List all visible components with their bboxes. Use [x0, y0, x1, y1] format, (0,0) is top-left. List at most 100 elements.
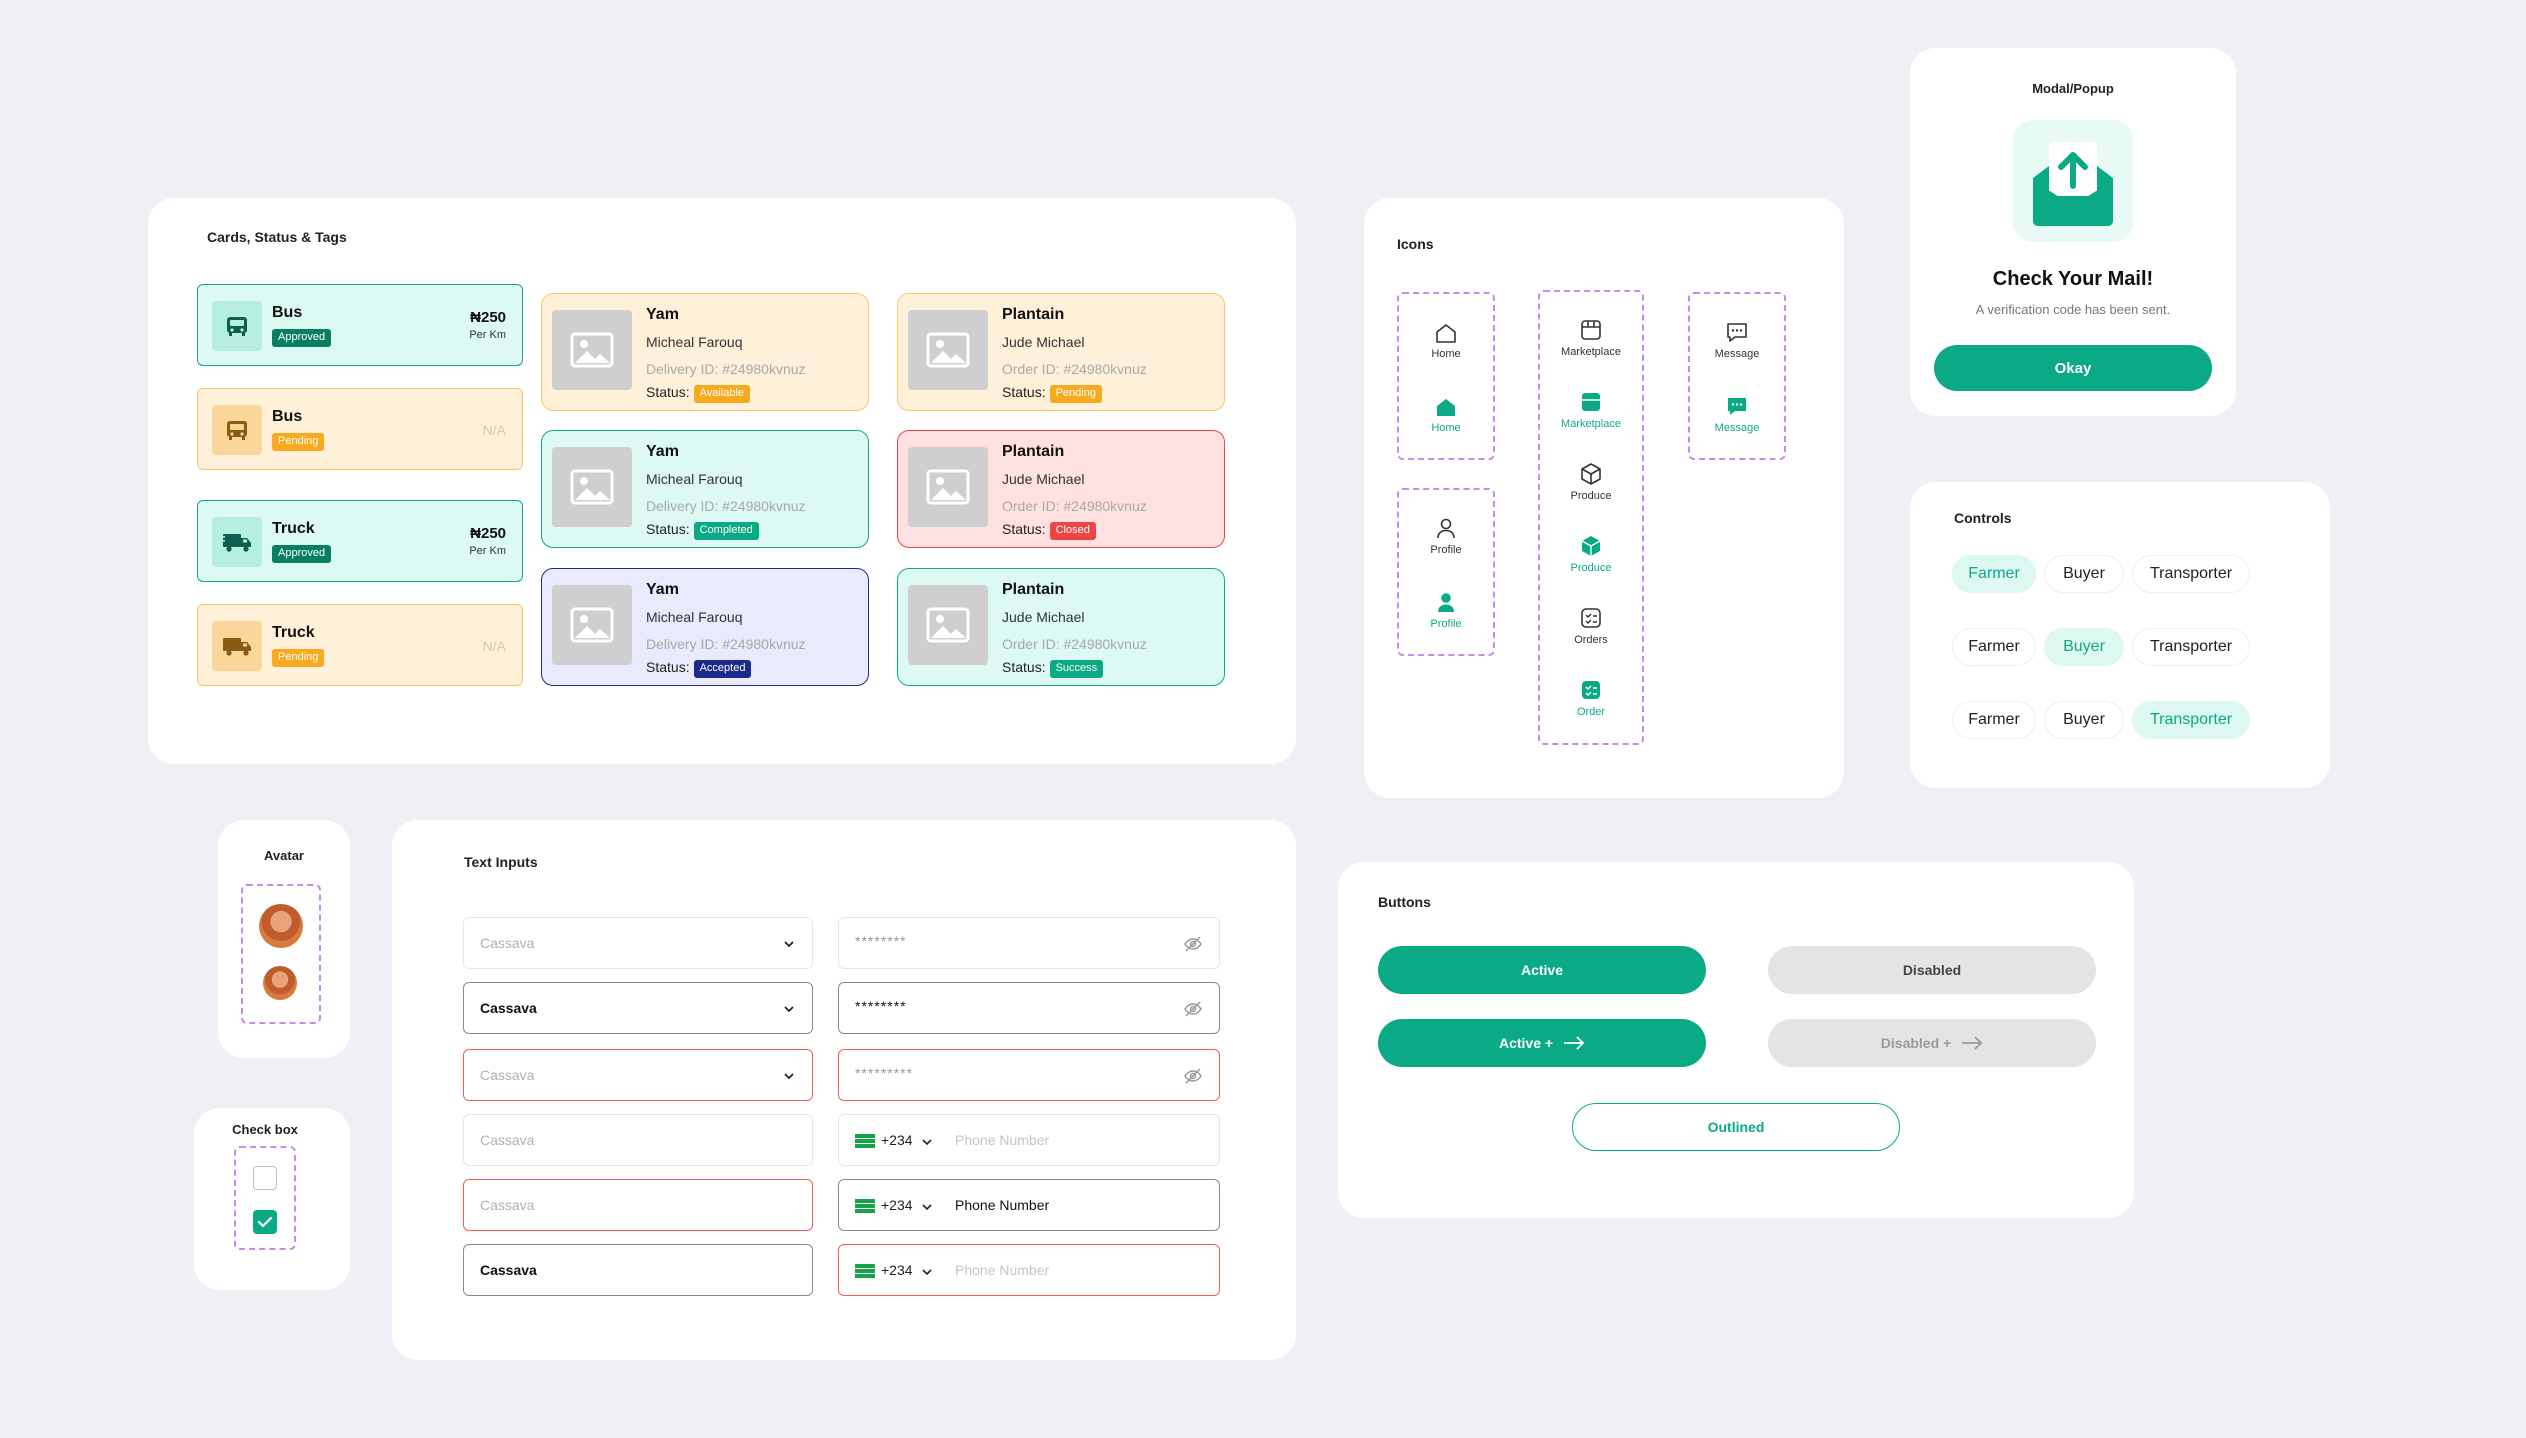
chevron-down-icon: [784, 1073, 794, 1080]
active-arrow-button[interactable]: Active +: [1378, 1019, 1706, 1067]
disabled-arrow-button[interactable]: Disabled +: [1768, 1019, 2096, 1067]
avatar[interactable]: [259, 904, 303, 948]
vehicle-price-unit: Per Km: [469, 545, 506, 557]
text-field[interactable]: Cassava: [463, 1179, 813, 1231]
produce-filled-icon: [1581, 536, 1601, 556]
message-icon-group: [1688, 292, 1786, 460]
text-field[interactable]: Cassava: [463, 1244, 813, 1296]
vehicle-card[interactable]: Bus Pending N/A: [197, 388, 523, 470]
vehicle-card[interactable]: Bus Approved ₦250 Per Km: [197, 284, 523, 366]
modal-panel: Modal/Popup Check Your Mail! A verificat…: [1910, 48, 2236, 416]
phone-placeholder: Phone Number: [955, 1132, 1050, 1148]
checkbox-unchecked[interactable]: [253, 1166, 277, 1190]
product-name: Yam: [646, 443, 679, 460]
marketplace-outline-item[interactable]: Marketplace: [1541, 318, 1641, 358]
buttons-section-title: Buttons: [1378, 894, 1431, 910]
orders-outline-icon: [1581, 608, 1601, 628]
password-field[interactable]: *********: [838, 1049, 1220, 1101]
price-unavailable: N/A: [482, 422, 506, 438]
icons-section-title: Icons: [1397, 236, 1434, 252]
chevron-down-icon: [922, 1204, 932, 1211]
chip-farmer[interactable]: Farmer: [1952, 628, 2036, 666]
vehicle-price: ₦250: [470, 525, 506, 542]
country-code[interactable]: +234: [881, 1262, 913, 1278]
chip-transporter[interactable]: Transporter: [2132, 628, 2250, 666]
vehicle-card[interactable]: Truck Approved ₦250 Per Km: [197, 500, 523, 582]
icon-label: Message: [1714, 348, 1760, 360]
produce-select[interactable]: Cassava: [463, 917, 813, 969]
message-filled-item[interactable]: Message: [1687, 394, 1787, 434]
produce-select[interactable]: Cassava: [463, 982, 813, 1034]
disabled-button[interactable]: Disabled: [1768, 946, 2096, 994]
product-id: Order ID: #24980kvnuz: [1002, 498, 1147, 514]
product-person: Micheal Farouq: [646, 609, 743, 625]
image-placeholder-icon: [552, 585, 632, 665]
product-card[interactable]: Yam Micheal Farouq Delivery ID: #24980kv…: [541, 293, 869, 411]
country-code[interactable]: +234: [881, 1197, 913, 1213]
phone-field[interactable]: +234 Phone Number: [838, 1179, 1220, 1231]
icon-label: Orders: [1574, 634, 1608, 646]
home-outline-item[interactable]: Home: [1396, 322, 1496, 360]
controls-section-title: Controls: [1954, 510, 2012, 526]
password-value: *********: [855, 1065, 914, 1081]
controls-panel: Controls Farmer Buyer Transporter Farmer…: [1910, 482, 2330, 788]
checkmark-icon: [257, 1216, 273, 1228]
profile-filled-icon: [1438, 593, 1454, 612]
text-field[interactable]: Cassava: [463, 1114, 813, 1166]
product-card[interactable]: Plantain Jude Michael Order ID: #24980kv…: [897, 293, 1225, 411]
produce-outline-item[interactable]: Produce: [1541, 462, 1641, 502]
button-label: Disabled +: [1880, 1035, 1952, 1051]
product-id: Delivery ID: #24980kvnuz: [646, 498, 806, 514]
phone-placeholder: Phone Number: [955, 1262, 1050, 1278]
chip-farmer[interactable]: Farmer: [1952, 555, 2036, 593]
phone-field[interactable]: +234 Phone Number: [838, 1114, 1220, 1166]
product-name: Yam: [646, 581, 679, 598]
avatar-small[interactable]: [263, 966, 297, 1000]
text-placeholder: Cassava: [480, 1132, 535, 1148]
produce-select[interactable]: Cassava: [463, 1049, 813, 1101]
icon-label: Home: [1431, 348, 1461, 360]
chip-buyer[interactable]: Buyer: [2044, 701, 2124, 739]
phone-field[interactable]: +234 Phone Number: [838, 1244, 1220, 1296]
profile-outline-icon: [1437, 518, 1455, 539]
product-card[interactable]: Plantain Jude Michael Order ID: #24980kv…: [897, 568, 1225, 686]
chip-transporter[interactable]: Transporter: [2132, 555, 2250, 593]
orders-filled-item[interactable]: Order: [1541, 678, 1641, 718]
marketplace-filled-item[interactable]: Marketplace: [1541, 390, 1641, 430]
product-status: Status: Accepted: [646, 659, 752, 678]
message-outline-item[interactable]: Message: [1687, 320, 1787, 360]
status-tag: Pending: [272, 649, 325, 667]
home-icon-group: [1397, 292, 1495, 460]
okay-button[interactable]: Okay: [1934, 345, 2212, 391]
country-code[interactable]: +234: [881, 1132, 913, 1148]
modal-text: A verification code has been sent.: [1975, 302, 2171, 317]
text-inputs-panel: Text Inputs Cassava Cassava Cassava ****…: [392, 820, 1296, 1360]
orders-outline-item[interactable]: Orders: [1541, 606, 1641, 646]
chip-transporter[interactable]: Transporter: [2132, 701, 2250, 739]
outlined-button[interactable]: Outlined: [1572, 1103, 1900, 1151]
profile-outline-item[interactable]: Profile: [1396, 516, 1496, 556]
vehicle-name: Truck: [272, 624, 315, 641]
produce-outline-icon: [1581, 463, 1601, 485]
select-placeholder: Cassava: [480, 1067, 535, 1083]
vehicle-card[interactable]: Truck Pending N/A: [197, 604, 523, 686]
mail-upload-icon: [2013, 120, 2133, 242]
chip-buyer[interactable]: Buyer: [2044, 555, 2124, 593]
icon-label: Marketplace: [1561, 346, 1621, 358]
active-button[interactable]: Active: [1378, 946, 1706, 994]
product-card[interactable]: Yam Micheal Farouq Delivery ID: #24980kv…: [541, 430, 869, 548]
status-label: Status:: [646, 521, 690, 537]
chip-farmer[interactable]: Farmer: [1952, 701, 2036, 739]
produce-filled-item[interactable]: Produce: [1541, 534, 1641, 574]
nigeria-flag-icon: [855, 1199, 875, 1213]
cards-section-title: Cards, Status & Tags: [207, 229, 347, 245]
password-field[interactable]: ********: [838, 917, 1220, 969]
home-filled-item[interactable]: Home: [1396, 396, 1496, 434]
status-label: Status:: [1002, 384, 1046, 400]
product-card[interactable]: Yam Micheal Farouq Delivery ID: #24980kv…: [541, 568, 869, 686]
profile-filled-item[interactable]: Profile: [1396, 590, 1496, 630]
chip-buyer[interactable]: Buyer: [2044, 628, 2124, 666]
checkbox-checked[interactable]: [253, 1210, 277, 1234]
product-card[interactable]: Plantain Jude Michael Order ID: #24980kv…: [897, 430, 1225, 548]
password-field[interactable]: ********: [838, 982, 1220, 1034]
